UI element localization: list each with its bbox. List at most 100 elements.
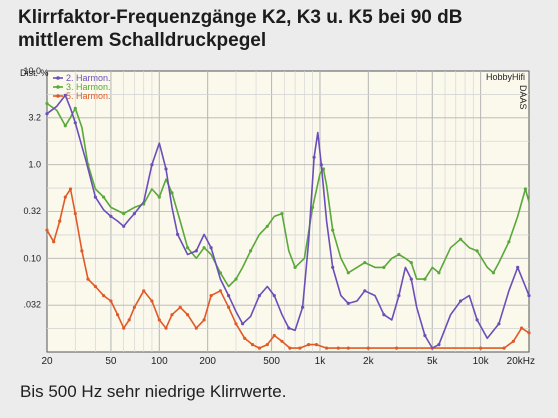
series-marker-1 (109, 214, 113, 218)
series-marker-3 (93, 284, 97, 289)
series-marker-1 (122, 224, 126, 228)
title-line-2: mittlerem Schalldruckpegel (18, 30, 267, 51)
legend-label: 2. Harmon. (66, 73, 111, 83)
series-marker-3 (58, 219, 62, 223)
series-marker-2 (311, 205, 315, 209)
series-marker-1 (132, 212, 136, 216)
series-marker-2 (234, 277, 238, 281)
legend-label: 3. Harmon. (66, 82, 111, 92)
series-marker-3 (194, 326, 198, 330)
series-marker-1 (241, 322, 245, 326)
chart-title: Klirrfaktor-Frequenzgänge K2, K3 u. K5 b… (18, 6, 538, 52)
series-marker-3 (265, 343, 269, 347)
series-marker-3 (164, 326, 168, 330)
series-marker-3 (307, 343, 311, 347)
series-marker-3 (395, 346, 399, 350)
series-marker-2 (346, 271, 350, 275)
series-marker-3 (325, 346, 329, 350)
series-marker-3 (257, 346, 261, 350)
series-marker-3 (527, 331, 531, 335)
series-marker-1 (423, 333, 427, 338)
x-tick-label: 5k (427, 356, 439, 367)
series-marker-1 (363, 289, 367, 293)
x-tick-label: 20 (41, 356, 53, 367)
series-marker-2 (423, 277, 427, 281)
y-tick-label: 0.10 (23, 253, 41, 263)
series-marker-1 (459, 299, 463, 303)
series-marker-1 (516, 265, 520, 269)
series-marker-3 (116, 313, 120, 317)
series-marker-1 (272, 294, 276, 298)
series-marker-3 (102, 294, 106, 298)
x-tick-label: 100 (151, 356, 168, 367)
series-line-2 (46, 102, 530, 288)
series-marker-2 (186, 246, 190, 250)
series-marker-2 (523, 187, 527, 191)
series-marker-1 (346, 301, 350, 305)
series-marker-3 (86, 277, 90, 281)
x-tick-label: 20kHz (507, 356, 535, 367)
series-marker-3 (366, 346, 370, 350)
series-marker-1 (164, 167, 168, 171)
series-marker-2 (397, 252, 401, 257)
series-marker-2 (280, 212, 284, 216)
series-marker-3 (218, 289, 222, 293)
series-marker-3 (346, 346, 350, 350)
y-axis-label: Dist. % (20, 68, 49, 78)
series-marker-1 (437, 343, 441, 347)
title-line-1: Klirrfaktor-Frequenzgänge K2, K3 u. K5 b… (18, 7, 463, 28)
series-marker-2 (249, 249, 253, 253)
series-marker-2 (122, 212, 126, 216)
y-tick-label: 0.32 (23, 206, 41, 216)
series-marker-3 (132, 305, 136, 309)
series-marker-3 (234, 322, 238, 326)
y-tick-label: 3.2 (28, 112, 41, 122)
series-marker-1 (227, 294, 231, 298)
series-marker-1 (475, 318, 479, 322)
series-marker-2 (102, 195, 106, 199)
series-marker-2 (202, 246, 206, 250)
x-tick-label: 50 (105, 356, 117, 367)
series-marker-3 (178, 305, 182, 309)
y-tick-label: .032 (23, 300, 41, 310)
series-marker-3 (298, 346, 302, 350)
series-marker-1 (93, 195, 97, 199)
series-marker-3 (250, 343, 255, 347)
series-marker-3 (122, 326, 126, 330)
series-marker-3 (243, 336, 247, 340)
series-marker-1 (301, 305, 305, 309)
side-label: DAAS (518, 85, 528, 110)
series-marker-2 (475, 249, 479, 253)
series-marker-3 (63, 195, 67, 199)
x-tick-label: 1k (315, 356, 327, 367)
chart-caption: Bis 500 Hz sehr niedrige Klirrwerte. (20, 382, 287, 401)
series-marker-1 (63, 93, 67, 97)
series-marker-1 (209, 246, 213, 250)
x-tick-label: 500 (263, 356, 280, 367)
series-marker-3 (479, 346, 483, 350)
series-marker-3 (52, 240, 56, 244)
x-tick-label: 2k (363, 356, 375, 367)
series-marker-3 (170, 313, 174, 317)
series-marker-1 (257, 294, 261, 298)
series-marker-1 (331, 265, 335, 269)
series-marker-3 (68, 187, 73, 191)
series-marker-2 (491, 271, 495, 275)
legend-label: 5. Harmon. (66, 91, 111, 101)
series-marker-1 (312, 155, 316, 159)
brand-label: HobbyHifi (486, 72, 525, 82)
series-marker-1 (287, 326, 291, 330)
series-marker-1 (382, 313, 386, 317)
series-marker-1 (497, 322, 501, 326)
series-marker-3 (127, 318, 131, 322)
series-marker-2 (265, 224, 269, 228)
legend-marker (56, 85, 60, 89)
series-marker-2 (409, 261, 413, 265)
series-marker-3 (520, 326, 524, 330)
y-tick-label: 1.0 (28, 160, 41, 170)
series-marker-1 (45, 112, 49, 116)
series-marker-1 (176, 232, 180, 236)
series-marker-3 (227, 305, 231, 309)
series-marker-2 (170, 191, 174, 195)
series-marker-1 (150, 163, 154, 167)
